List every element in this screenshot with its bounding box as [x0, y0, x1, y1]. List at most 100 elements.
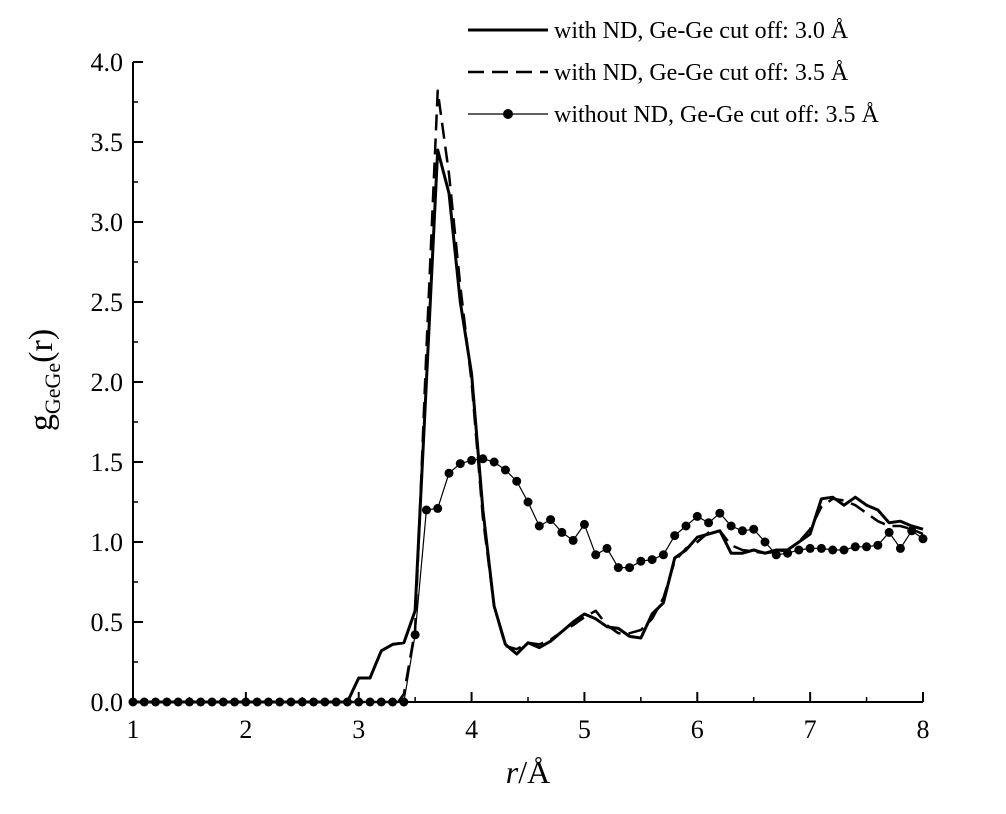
- series-point: [388, 697, 398, 707]
- series-point: [263, 697, 273, 707]
- series-point: [850, 542, 860, 552]
- series-line-2: [133, 89, 924, 704]
- x-tick-label: 6: [691, 715, 704, 744]
- series-point: [218, 697, 228, 707]
- series-point: [884, 527, 894, 537]
- series-point: [568, 535, 578, 545]
- series-point: [410, 630, 420, 640]
- series-point: [783, 548, 793, 558]
- series-line-1: [133, 148, 924, 704]
- series-point: [816, 543, 826, 553]
- series-point: [320, 697, 330, 707]
- series-point: [625, 563, 635, 573]
- series-point: [613, 563, 623, 573]
- x-axis-label: r/Å: [506, 754, 550, 790]
- series-point: [489, 457, 499, 467]
- series-point: [907, 526, 917, 536]
- series-point: [500, 465, 510, 475]
- series-point: [591, 550, 601, 560]
- series-point: [196, 697, 206, 707]
- series-point: [512, 476, 522, 486]
- y-tick-label: 2.0: [91, 368, 124, 397]
- y-tick-label: 2.5: [91, 288, 124, 317]
- series-point: [230, 697, 240, 707]
- series-point: [331, 697, 341, 707]
- legend: with ND, Ge-Ge cut off: 3.0 Å with ND, Ge…: [468, 18, 880, 128]
- y-axis-label-base: g: [23, 414, 60, 431]
- series-point: [534, 521, 544, 531]
- series-point: [647, 555, 657, 565]
- series-point: [365, 697, 375, 707]
- series-point: [704, 518, 714, 528]
- series-point: [286, 697, 296, 707]
- series-point: [726, 521, 736, 531]
- x-axis-label-unit: /Å: [518, 754, 550, 790]
- series-point: [895, 543, 905, 553]
- x-ticks: 1 2 3 4 5 6 7 8: [127, 692, 930, 744]
- legend-label-2: with ND, Ge-Ge cut off: 3.5 Å: [554, 60, 849, 86]
- series-point: [579, 519, 589, 529]
- series-point: [151, 697, 161, 707]
- x-tick-label: 7: [804, 715, 817, 744]
- y-axis-label-sub: GeGe: [40, 363, 65, 414]
- series-point: [354, 697, 364, 707]
- series-point: [376, 697, 386, 707]
- legend-label-1: with ND, Ge-Ge cut off: 3.0 Å: [554, 18, 849, 44]
- series-point: [873, 540, 883, 550]
- x-tick-label: 3: [352, 715, 365, 744]
- series-point: [297, 697, 307, 707]
- series-point: [139, 697, 149, 707]
- legend-swatch-dot: [503, 109, 513, 119]
- series-point: [839, 545, 849, 555]
- axes: [132, 62, 923, 703]
- y-tick-label: 1.5: [91, 448, 124, 477]
- series-point: [523, 497, 533, 507]
- series-layer: [128, 89, 928, 707]
- series-point: [636, 556, 646, 566]
- legend-label-3: without ND, Ge-Ge cut off: 3.5 Å: [554, 102, 880, 128]
- y-axis-label: gGeGe(r): [23, 329, 65, 431]
- series-point: [421, 505, 431, 515]
- series-point: [805, 543, 815, 553]
- series-point: [737, 526, 747, 536]
- series-point: [760, 537, 770, 547]
- x-tick-label: 1: [127, 715, 140, 744]
- x-tick-label: 4: [465, 715, 478, 744]
- series-point: [241, 697, 251, 707]
- series-point: [828, 545, 838, 555]
- y-tick-label: 3.0: [91, 208, 124, 237]
- series-point: [658, 550, 668, 560]
- series-point: [467, 455, 477, 465]
- x-tick-label: 5: [578, 715, 591, 744]
- series-point: [128, 697, 138, 707]
- y-ticks: 0.0 0.5 1.0 1.5 2.0 2.5 3.0 3.5 4.0: [91, 48, 143, 717]
- series-point: [602, 543, 612, 553]
- series-line-3: [133, 458, 924, 703]
- series-point: [670, 531, 680, 541]
- series-point: [342, 697, 352, 707]
- x-tick-label: 8: [917, 715, 930, 744]
- y-tick-label: 1.0: [91, 528, 124, 557]
- y-axis-label-arg: (r): [23, 329, 60, 363]
- series-point: [771, 550, 781, 560]
- y-tick-label: 0.0: [91, 688, 124, 717]
- series-point: [794, 545, 804, 555]
- series-point: [252, 697, 262, 707]
- series-point: [184, 697, 194, 707]
- series-point: [749, 524, 759, 534]
- series-point: [309, 697, 319, 707]
- y-tick-label: 0.5: [91, 608, 124, 637]
- series-point: [681, 521, 691, 531]
- x-axis-label-var: r: [506, 754, 519, 790]
- series-point: [173, 697, 183, 707]
- x-tick-label: 2: [239, 715, 252, 744]
- series-point: [162, 697, 172, 707]
- series-point: [862, 542, 872, 552]
- series-point: [275, 697, 285, 707]
- y-tick-label: 3.5: [91, 128, 124, 157]
- series-point: [546, 515, 556, 525]
- series-point: [557, 527, 567, 537]
- series-point: [918, 534, 928, 544]
- series-point: [399, 697, 409, 707]
